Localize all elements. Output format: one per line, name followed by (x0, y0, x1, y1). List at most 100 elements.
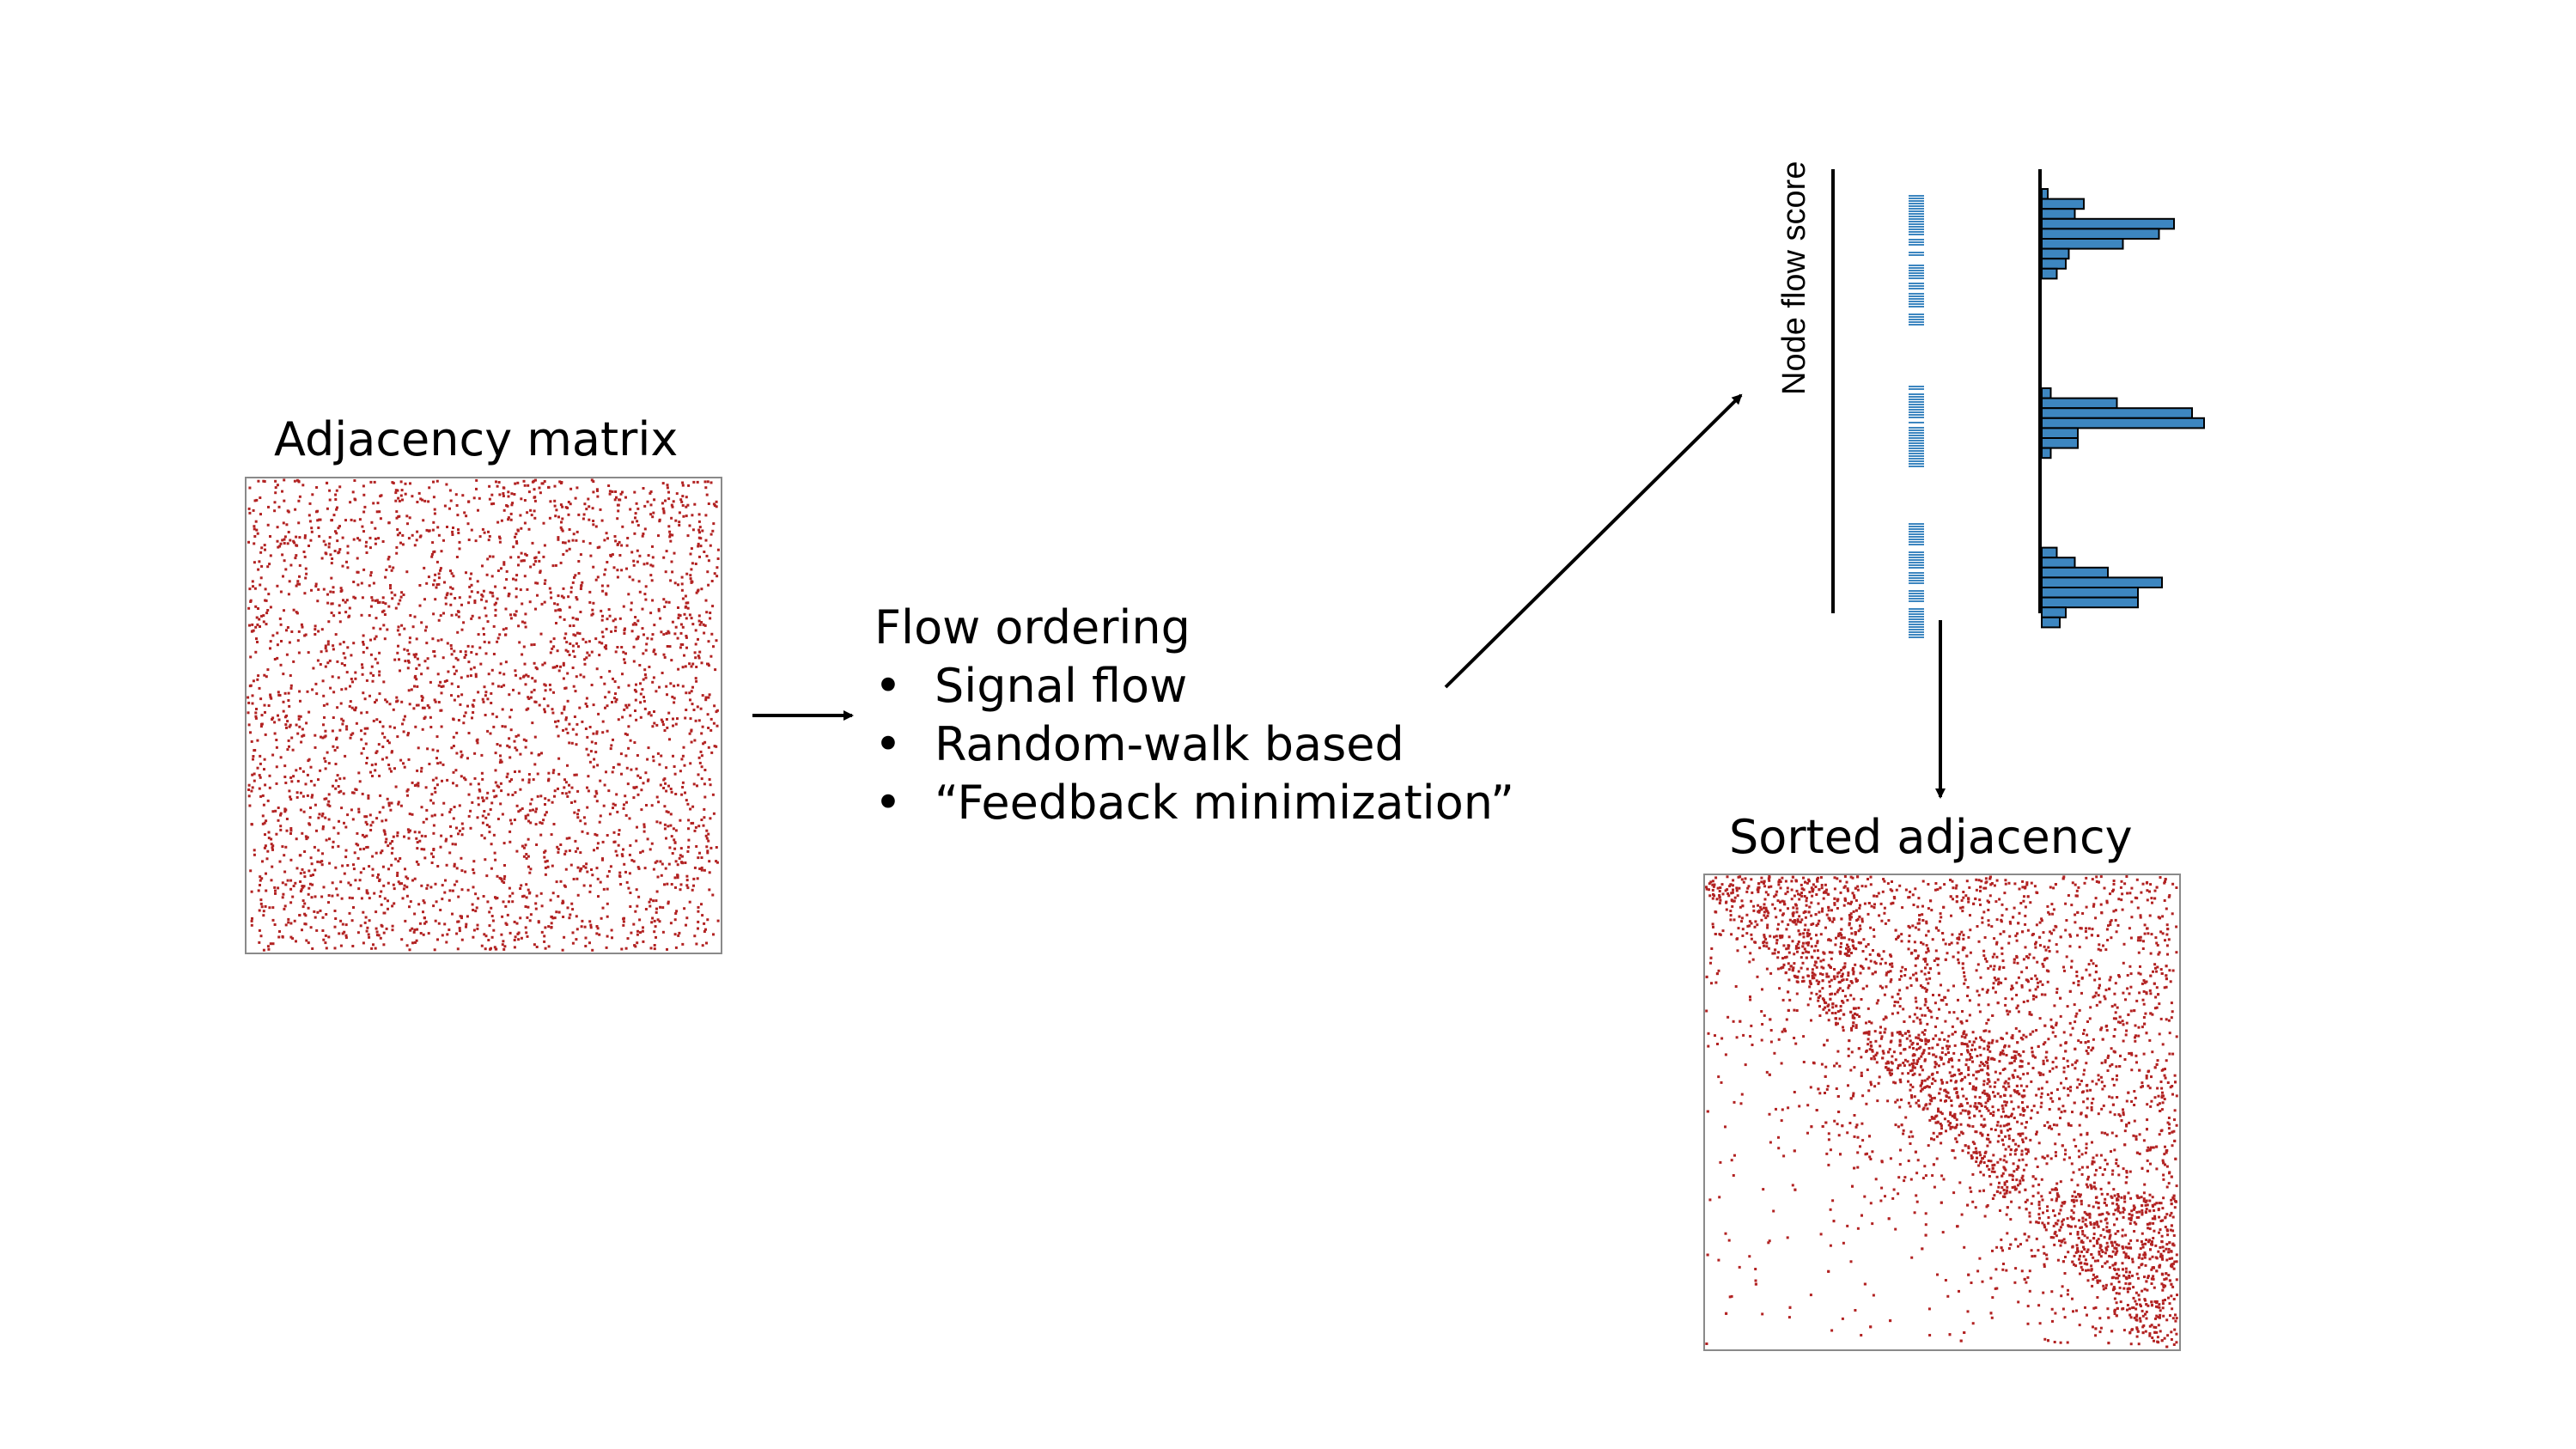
sorted-adjacency-entry (2175, 886, 2178, 889)
adjacency-entry (264, 548, 266, 551)
adjacency-entry (586, 870, 589, 874)
sorted-adjacency-entry (2001, 1172, 2005, 1175)
adjacency-entry (632, 660, 636, 663)
adjacency-entry (687, 819, 691, 822)
sorted-adjacency-entry (2017, 1300, 2020, 1304)
adjacency-entry (562, 728, 564, 732)
sorted-adjacency-entry (2141, 882, 2145, 886)
sorted-adjacency-entry (1927, 1052, 1931, 1056)
adjacency-entry (596, 842, 600, 845)
sorted-adjacency-entry (2030, 1080, 2033, 1083)
adjacency-entry (557, 538, 560, 541)
adjacency-entry (539, 491, 542, 495)
sorted-adjacency-entry (1944, 942, 1947, 946)
adjacency-entry (273, 501, 277, 504)
adjacency-entry (614, 700, 618, 703)
adjacency-entry (592, 732, 595, 735)
adjacency-entry (705, 845, 709, 849)
adjacency-entry (259, 875, 262, 879)
adjacency-entry (679, 642, 683, 646)
adjacency-entry (364, 742, 368, 746)
adjacency-entry (315, 486, 319, 489)
sorted-adjacency-entry (1915, 1016, 1919, 1020)
adjacency-entry (476, 927, 479, 930)
adjacency-entry (694, 629, 697, 632)
sorted-adjacency-entry (1960, 1105, 1964, 1107)
adjacency-entry (449, 499, 453, 502)
sorted-adjacency-entry (2026, 1072, 2030, 1075)
sorted-adjacency-entry (1852, 947, 1855, 950)
adjacency-entry (652, 899, 655, 903)
adjacency-entry (334, 493, 338, 496)
adjacency-entry (443, 581, 446, 584)
adjacency-entry (441, 934, 444, 937)
sorted-adjacency-entry (2110, 936, 2113, 940)
adjacency-entry (309, 780, 313, 782)
adjacency-entry (313, 910, 316, 913)
adjacency-entry (395, 510, 399, 514)
adjacency-entry (275, 782, 278, 785)
sorted-adjacency-entry (2155, 941, 2159, 945)
sorted-adjacency-entry (2002, 1124, 2006, 1128)
adjacency-entry (654, 925, 657, 928)
adjacency-entry (636, 941, 639, 945)
adjacency-entry (711, 893, 715, 897)
adjacency-entry (259, 902, 263, 905)
adjacency-entry (692, 709, 696, 711)
adjacency-entry (259, 776, 262, 779)
adjacency-entry (685, 884, 689, 887)
adjacency-entry (652, 755, 655, 758)
adjacency-entry (498, 540, 502, 544)
sorted-adjacency-entry (1824, 883, 1827, 886)
adjacency-entry (705, 554, 709, 557)
sorted-adjacency-entry (1925, 934, 1927, 937)
adjacency-entry (283, 542, 286, 545)
adjacency-entry (452, 718, 455, 721)
adjacency-entry (671, 570, 674, 574)
adjacency-entry (283, 776, 287, 778)
adjacency-entry (712, 933, 715, 936)
adjacency-entry (656, 918, 660, 922)
sorted-adjacency-entry (2087, 1204, 2091, 1208)
adjacency-entry (685, 635, 688, 637)
adjacency-entry (394, 785, 398, 788)
adjacency-entry (344, 754, 347, 758)
adjacency-entry (303, 592, 307, 595)
adjacency-entry (460, 753, 464, 757)
adjacency-entry (679, 883, 683, 886)
adjacency-entry (304, 576, 308, 580)
adjacency-entry (487, 539, 490, 542)
sorted-adjacency-entry (2084, 1258, 2087, 1262)
adjacency-entry (415, 539, 418, 542)
adjacency-entry (667, 784, 670, 788)
adjacency-entry (248, 685, 252, 688)
adjacency-entry (415, 703, 418, 707)
adjacency-entry (289, 798, 293, 801)
adjacency-entry (575, 743, 578, 746)
adjacency-entry (502, 877, 506, 880)
sorted-adjacency-entry (1988, 1050, 1992, 1053)
adjacency-entry (681, 504, 685, 507)
adjacency-entry (663, 805, 667, 808)
adjacency-entry (579, 611, 582, 613)
adjacency-entry (448, 507, 451, 510)
sorted-adjacency-entry (2134, 1307, 2138, 1311)
adjacency-entry (466, 888, 470, 892)
adjacency-entry (271, 848, 274, 851)
sorted-adjacency-entry (1760, 876, 1763, 880)
adjacency-entry (703, 930, 706, 933)
sorted-adjacency-entry (2137, 1026, 2141, 1029)
sorted-adjacency-entry (2129, 972, 2133, 976)
adjacency-entry (704, 539, 708, 542)
adjacency-entry (445, 941, 448, 944)
adjacency-entry (689, 552, 692, 556)
sorted-adjacency-entry (1830, 1329, 1834, 1332)
adjacency-entry (423, 856, 427, 860)
adjacency-matrix-title: Adjacency matrix (274, 412, 679, 466)
adjacency-entry (322, 938, 326, 941)
sorted-adjacency-entry (2080, 1172, 2084, 1176)
sorted-adjacency-entry (1856, 1166, 1860, 1169)
sorted-adjacency-entry (2135, 999, 2139, 1002)
sorted-adjacency-entry (1867, 966, 1871, 970)
adjacency-entry (641, 607, 644, 611)
